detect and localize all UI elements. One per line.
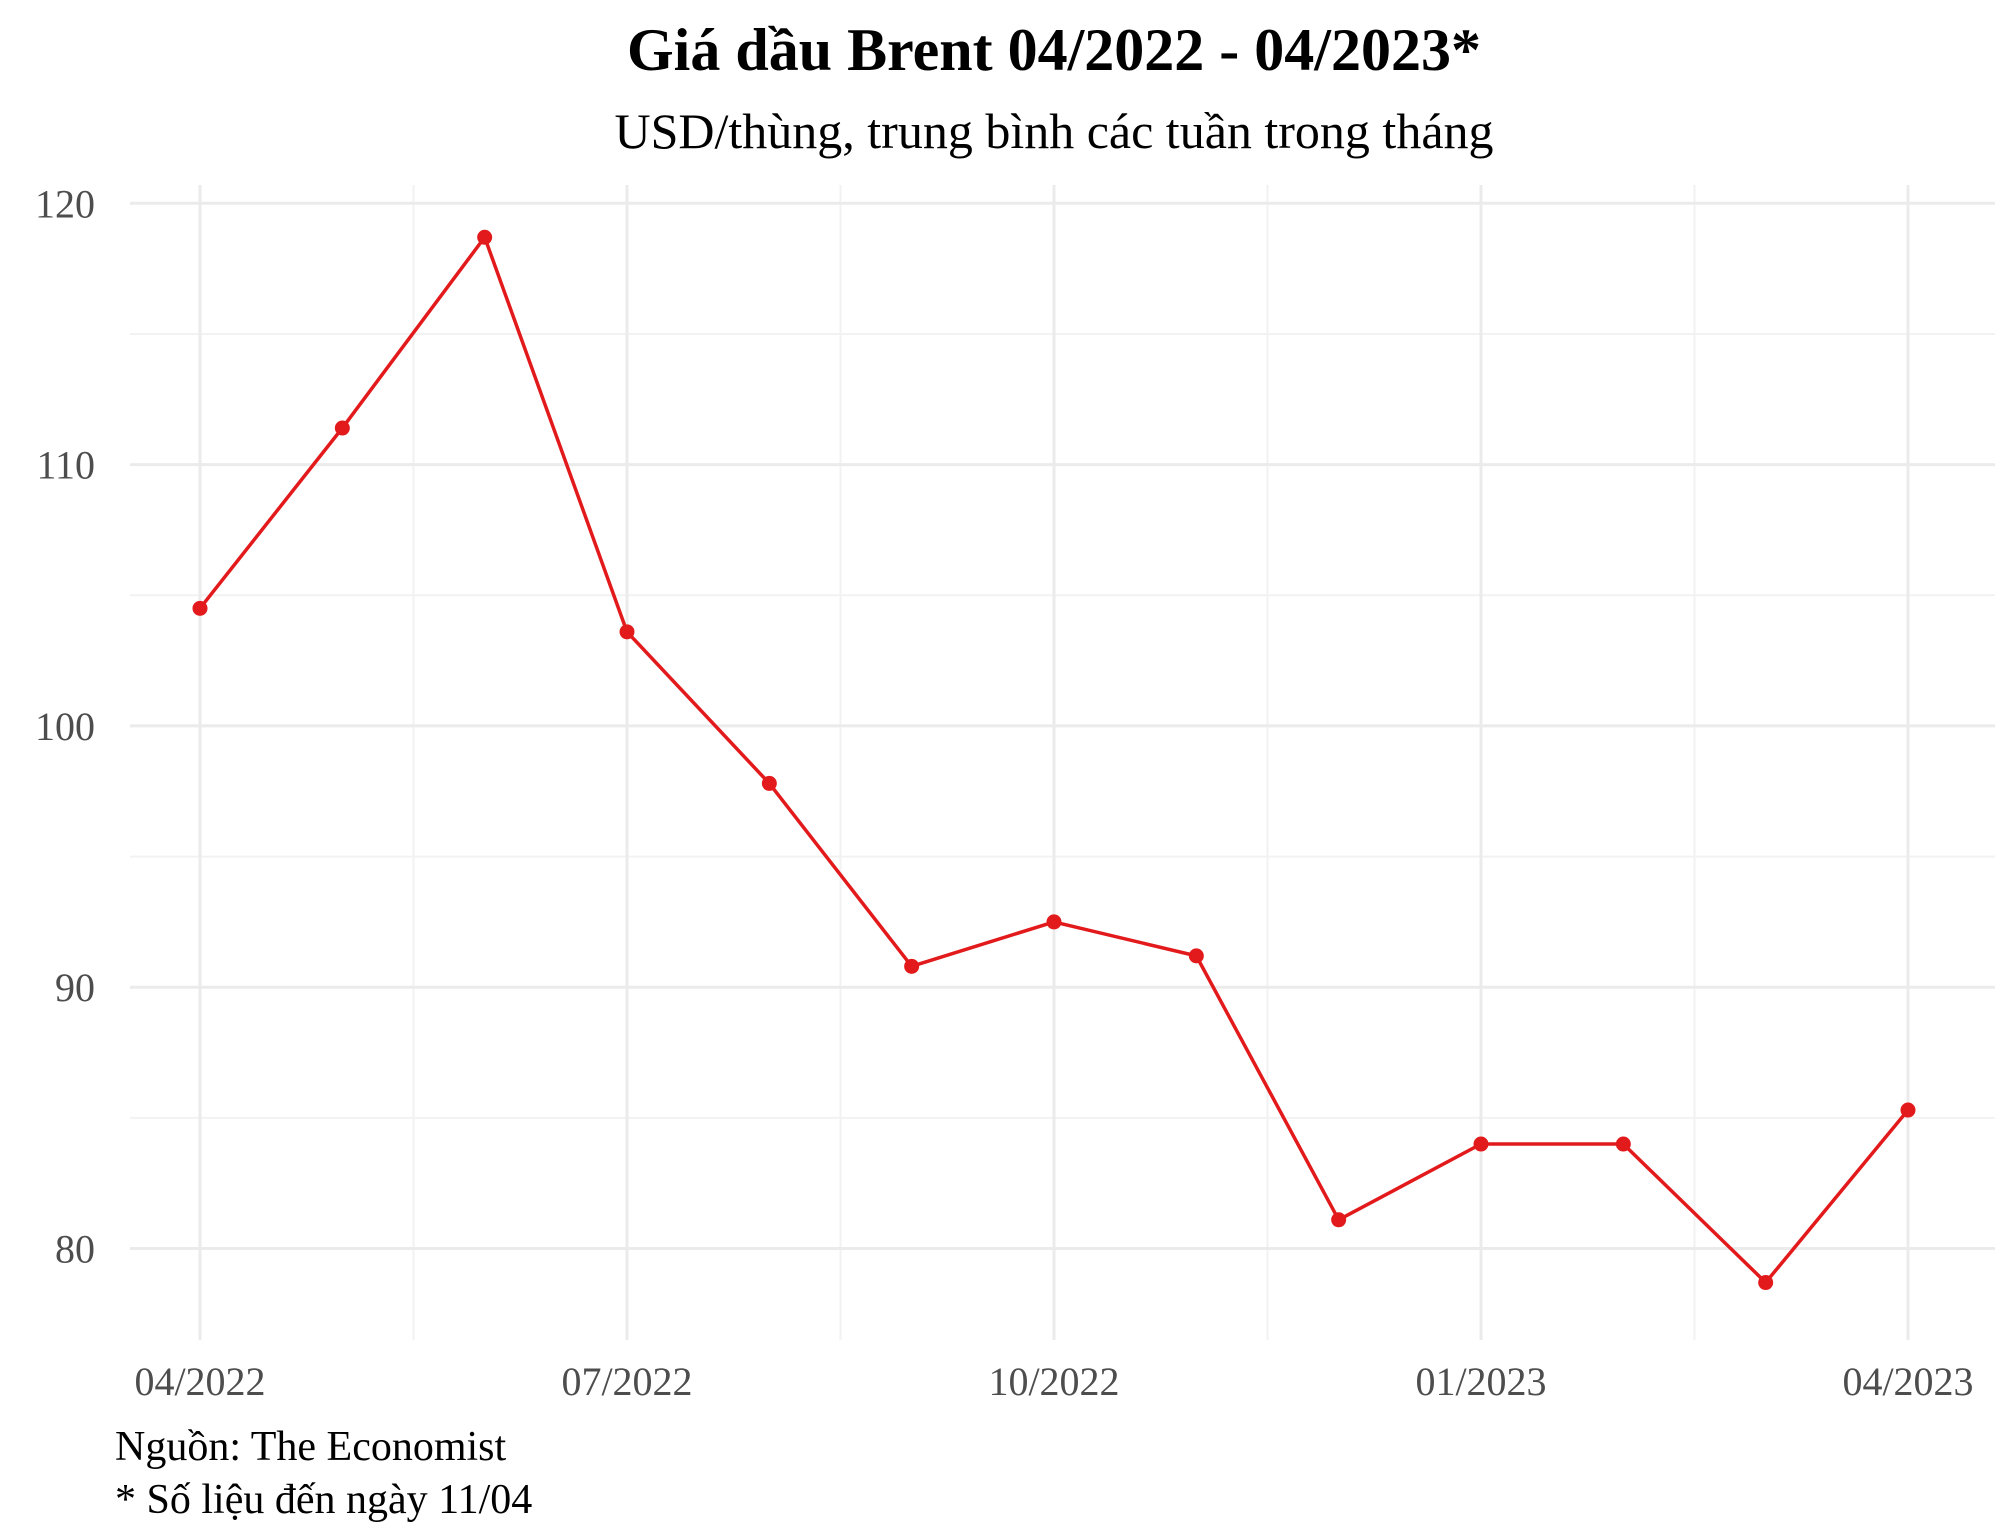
y-tick-label: 80 [55, 1227, 95, 1272]
x-tick-label: 04/2022 [134, 1359, 265, 1404]
y-tick-label: 100 [35, 704, 95, 749]
data-point [1331, 1212, 1347, 1228]
chart-subtitle: USD/thùng, trung bình các tuần trong thá… [614, 103, 1493, 159]
grid [130, 185, 1995, 1340]
data-point [334, 420, 350, 436]
y-axis-ticks: 80 90 100 110 120 [35, 181, 95, 1271]
data-point [904, 958, 920, 974]
data-point [1900, 1102, 1916, 1118]
data-point [1758, 1275, 1774, 1291]
data-point [619, 624, 635, 640]
data-point [1615, 1136, 1631, 1152]
y-tick-label: 110 [36, 443, 95, 488]
data-point [1046, 914, 1062, 930]
source-caption: Nguồn: The Economist [115, 1424, 507, 1470]
y-tick-label: 90 [55, 965, 95, 1010]
chart-title: Giá dầu Brent 04/2022 - 04/2023* [627, 17, 1481, 83]
data-points [192, 229, 1916, 1291]
data-point [1188, 948, 1204, 964]
y-tick-label: 120 [35, 181, 95, 226]
data-point [192, 600, 208, 616]
x-tick-label: 04/2023 [1842, 1359, 1973, 1404]
x-axis-ticks: 04/2022 07/2022 10/2022 01/2023 04/2023 [134, 1359, 1973, 1404]
data-point [477, 229, 493, 245]
data-point [1473, 1136, 1489, 1152]
x-tick-label: 10/2022 [988, 1359, 1119, 1404]
data-point [761, 775, 777, 791]
x-tick-label: 07/2022 [561, 1359, 692, 1404]
x-tick-label: 01/2023 [1415, 1359, 1546, 1404]
footnote-caption: * Số liệu đến ngày 11/04 [115, 1477, 532, 1523]
